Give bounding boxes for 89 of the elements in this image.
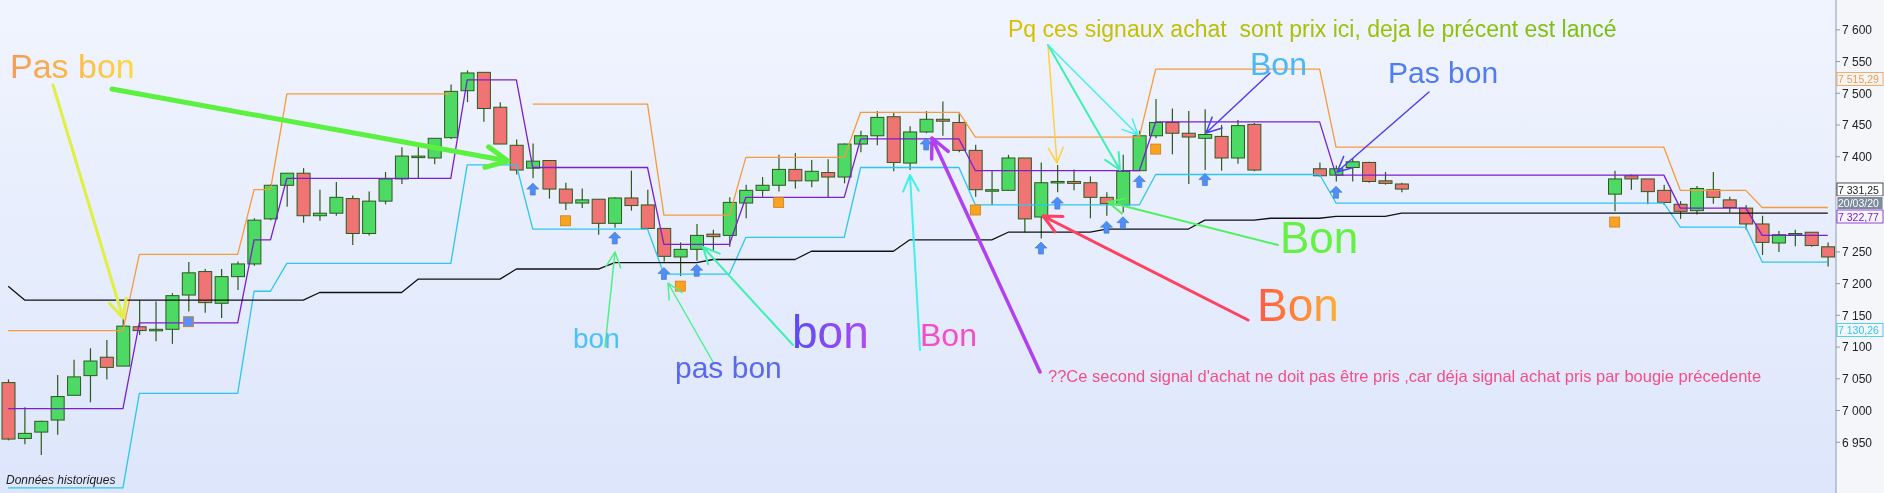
line-series xyxy=(7,164,1829,489)
candlestick xyxy=(624,170,639,212)
point xyxy=(560,215,571,227)
candlestick xyxy=(1181,110,1196,185)
candlestick xyxy=(34,420,49,456)
text: 7 130,26 xyxy=(1838,324,1880,336)
candlestick xyxy=(640,189,655,230)
point xyxy=(526,182,540,196)
point xyxy=(690,263,703,277)
point xyxy=(773,197,785,208)
candlestick xyxy=(1214,124,1229,172)
candlestick xyxy=(935,100,950,137)
point xyxy=(1329,185,1343,199)
point xyxy=(1116,216,1130,230)
candlestick xyxy=(1083,175,1098,219)
annotation: pas bon xyxy=(675,351,782,384)
point xyxy=(1051,196,1064,210)
point xyxy=(674,280,686,292)
candlestick xyxy=(1706,171,1721,205)
point xyxy=(919,137,933,151)
y-tick-label: 7 400 xyxy=(1842,149,1873,164)
candlestick xyxy=(771,154,786,193)
annotation: Bon xyxy=(1257,279,1339,331)
y-tick-label: 7 600 xyxy=(1842,23,1873,38)
annotation: Bon xyxy=(1280,213,1359,262)
y-tick-label: 7 550 xyxy=(1842,54,1873,69)
y-tick-label: 7 050 xyxy=(1842,372,1873,387)
candlestick xyxy=(804,159,819,188)
annotation: Pas bon xyxy=(10,47,135,85)
candlestick xyxy=(17,406,32,445)
point xyxy=(608,231,622,245)
text: 7 515,29 xyxy=(1838,73,1880,85)
point xyxy=(1100,220,1113,234)
candlestick xyxy=(1771,230,1786,253)
point xyxy=(1198,173,1212,186)
candlestick xyxy=(1165,107,1180,155)
point xyxy=(969,204,981,216)
y-tick-label: 7 500 xyxy=(1842,86,1873,101)
candlestick xyxy=(67,359,82,396)
candlestick xyxy=(132,299,147,336)
point xyxy=(1609,216,1621,228)
point xyxy=(1133,175,1146,188)
text: 7 331,25 xyxy=(1838,183,1880,196)
point xyxy=(657,267,671,280)
candlestick xyxy=(558,182,573,211)
annotation: Pas bon xyxy=(1388,56,1499,89)
point xyxy=(1150,143,1162,155)
y-tick-label: 7 250 xyxy=(1842,245,1873,260)
y-tick-label: 6 950 xyxy=(1842,435,1873,450)
annotation: ??Ce second signal d'achat ne doit pas être pris ,car déja signal achat pris par bougie précedente xyxy=(1048,367,1762,385)
candlestick xyxy=(821,158,836,199)
text: 20/03/20 xyxy=(1838,197,1880,209)
candlestick xyxy=(378,171,393,205)
candlestick xyxy=(1067,168,1082,191)
candlestick xyxy=(280,172,295,208)
candlestick xyxy=(1755,215,1770,256)
candlestick xyxy=(411,145,426,180)
candlestick xyxy=(1050,164,1065,193)
annotation: Données historiques xyxy=(6,473,116,487)
candlestick xyxy=(1640,178,1655,205)
candlestick xyxy=(83,347,98,403)
candlestick xyxy=(690,223,704,262)
y-tick-label: 7 150 xyxy=(1842,308,1873,323)
annotation: bon xyxy=(792,306,869,358)
candlestick xyxy=(673,241,688,277)
candlestick xyxy=(706,229,721,252)
y-tick-label: 7 000 xyxy=(1842,403,1873,418)
y-tick-label: 7 100 xyxy=(1842,340,1873,355)
candlestick xyxy=(1608,170,1622,212)
candlestick xyxy=(985,170,1000,206)
candlestick xyxy=(739,184,754,219)
candlestick xyxy=(50,374,65,436)
y-tick-label: 7 450 xyxy=(1842,118,1873,133)
annotation: Pq ces signaux achat sont prix ici, deja le précent est lancé xyxy=(1008,16,1617,42)
candlestick xyxy=(329,181,344,217)
candlestick xyxy=(788,152,803,190)
candlestick xyxy=(394,146,409,185)
point xyxy=(183,316,194,328)
candlestick xyxy=(575,187,590,209)
annotation: Bon xyxy=(920,317,977,353)
candlestick xyxy=(870,110,885,146)
candlestick xyxy=(99,339,114,381)
y-tick-label: 7 200 xyxy=(1842,276,1873,291)
candlestick xyxy=(231,260,245,291)
candlestick xyxy=(755,176,770,198)
candlestick xyxy=(1198,108,1213,171)
point xyxy=(1034,241,1048,255)
text: 7 322,77 xyxy=(1838,210,1880,223)
candlestick xyxy=(181,261,196,313)
